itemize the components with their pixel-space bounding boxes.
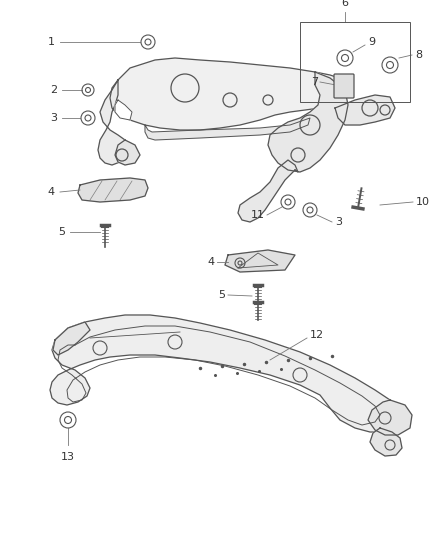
Polygon shape [368, 400, 412, 435]
Polygon shape [98, 80, 130, 165]
Text: 3: 3 [50, 113, 57, 123]
Text: 1: 1 [48, 37, 55, 47]
Polygon shape [335, 95, 395, 125]
Text: 9: 9 [368, 37, 375, 47]
Polygon shape [50, 315, 398, 432]
Text: 4: 4 [48, 187, 55, 197]
Text: 11: 11 [251, 210, 265, 220]
Text: 2: 2 [50, 85, 57, 95]
Polygon shape [53, 322, 90, 355]
Polygon shape [370, 428, 402, 456]
Text: 8: 8 [415, 50, 422, 60]
Text: 3: 3 [335, 217, 342, 227]
Polygon shape [268, 72, 348, 172]
Text: 4: 4 [208, 257, 215, 267]
Polygon shape [145, 118, 310, 140]
Text: 5: 5 [58, 227, 65, 237]
Text: 7: 7 [311, 77, 318, 87]
Text: 5: 5 [218, 290, 225, 300]
Text: 10: 10 [416, 197, 430, 207]
Text: 6: 6 [342, 0, 349, 8]
Polygon shape [225, 250, 295, 272]
Bar [300, 22, 410, 102]
Polygon shape [78, 178, 148, 202]
Text: 12: 12 [310, 330, 324, 340]
Polygon shape [238, 160, 298, 222]
Polygon shape [110, 58, 350, 130]
Polygon shape [115, 140, 140, 165]
Text: 13: 13 [61, 452, 75, 462]
Polygon shape [115, 100, 132, 120]
FancyBboxPatch shape [334, 74, 354, 98]
